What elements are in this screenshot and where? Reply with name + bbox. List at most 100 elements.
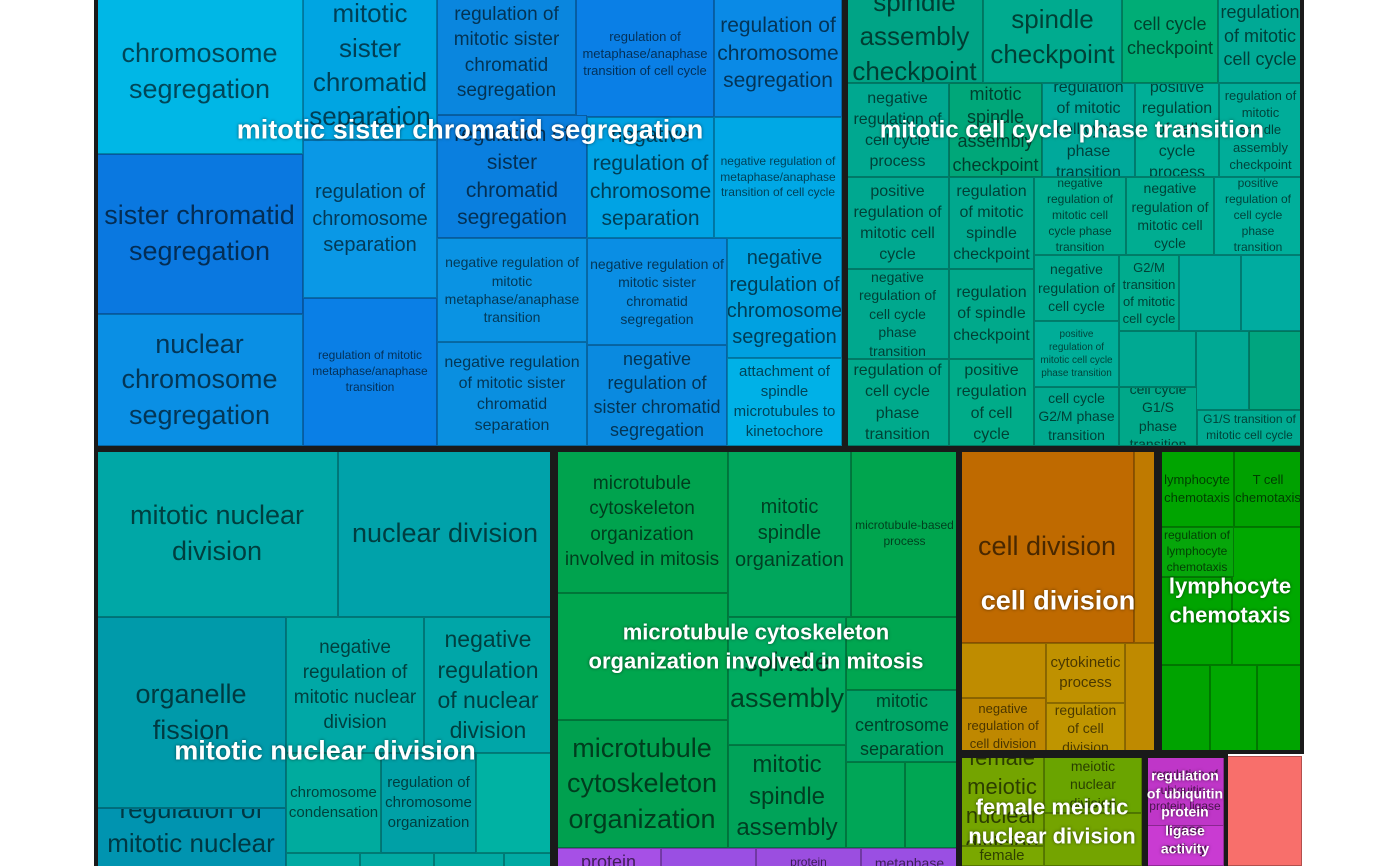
tile-label: negative regulation of metaphase/anaphas… xyxy=(720,153,836,200)
treemap-tile: positive regulation of mitotic cell cycl… xyxy=(846,177,949,269)
treemap-tile: regulation of metaphase/anaphase transit… xyxy=(576,0,714,117)
treemap-filler-tile xyxy=(1196,331,1249,410)
treemap-tile: regulation of mitotic cell cycle xyxy=(1218,0,1302,83)
tile-label: lymphocyte chemotaxis xyxy=(1164,472,1230,505)
tile-label: cell cycle G1/S phase transition xyxy=(1129,387,1187,446)
tile-label: chromosome condensation xyxy=(288,784,379,821)
treemap-filler-tile xyxy=(504,853,552,866)
treemap-filler-tile xyxy=(905,762,958,848)
tile-label: negative regulation of nuclear division xyxy=(437,626,539,744)
treemap-tile: microtubule cytoskeleton organization xyxy=(556,720,728,848)
tile-label: regulation of spindle checkpoint xyxy=(953,284,1030,344)
tile-label: regulation of mitotic cell cycle phase t… xyxy=(1053,83,1124,177)
tile-label: regulation of chromosome organization xyxy=(385,774,472,831)
tile-label: G2/M transition of mitotic cell cycle xyxy=(1122,259,1176,327)
tile-label: negative regulation of sister chromatid … xyxy=(593,349,721,441)
treemap-tile: negative regulation of mitotic nuclear d… xyxy=(286,617,424,753)
tile-label: regulation of mitotic sister chromatid s… xyxy=(453,4,560,101)
tile-label: positive regulation of cell cycle phase … xyxy=(1224,177,1292,254)
tile-label: regulation of ubiquitin-protein ligase xyxy=(1149,767,1221,813)
treemap-tile: mitotic sister chromatid separation xyxy=(303,0,437,140)
treemap-tile: mitotic centrosome separation xyxy=(846,690,958,762)
treemap-tile: regulation of ubiquitin-protein ligase xyxy=(1146,756,1224,826)
tile-label: positive regulation of cell cycle proces… xyxy=(1141,83,1213,177)
treemap-tile: negative regulation of mitotic cell cycl… xyxy=(1126,177,1214,255)
treemap-tile: regulation of mitotic cell cycle phase t… xyxy=(1042,83,1135,177)
treemap-filler-tile xyxy=(1160,665,1210,753)
treemap-tile: spindle assembly xyxy=(728,617,846,745)
treemap-tile: spindle checkpoint xyxy=(983,0,1122,83)
treemap-filler-tile xyxy=(1160,577,1232,665)
treemap-tile: microtubule cytoskeleton organization in… xyxy=(556,450,728,593)
treemap-tile: chromosome segregation xyxy=(96,0,303,154)
tile-label: cell cycle checkpoint xyxy=(1126,13,1214,58)
treemap-filler-tile xyxy=(846,762,905,848)
tile-label: T cell chemotaxis xyxy=(1235,472,1301,505)
treemap-tile: negative regulation of chromosome segreg… xyxy=(727,238,842,358)
treemap-tile: mitotic spindle assembly checkpoint xyxy=(949,83,1042,177)
tile-label: microtubule cytoskeleton organization xyxy=(566,732,718,834)
treemap-tile: nuclear chromosome segregation xyxy=(96,314,303,446)
treemap-filler-tile xyxy=(661,848,756,866)
tile-label: microtubule-based process xyxy=(855,517,954,548)
tile-label: microtubule cytoskeleton organization in… xyxy=(564,473,720,570)
tile-label: mitotic spindle assembly checkpoint xyxy=(952,83,1039,175)
treemap-tile: meiotic nuclear division xyxy=(1044,756,1142,813)
treemap-tile: regulation of lymphocyte chemotaxis xyxy=(1160,527,1234,577)
tile-label: sister chromatid segregation xyxy=(104,200,295,266)
tile-label: regulation of mitotic spindle assembly c… xyxy=(1224,88,1297,172)
tile-label: regulation of mitotic cell cycle xyxy=(1220,1,1300,70)
treemap-tile: regulation of cell cycle phase transitio… xyxy=(846,359,949,446)
treemap-filler-tile xyxy=(846,617,958,690)
treemap-tile: positive regulation of cell cycle proces… xyxy=(1135,83,1219,177)
tile-label: positive regulation of mitotic cell cycl… xyxy=(1040,328,1113,380)
treemap-filler-tile xyxy=(1232,527,1302,665)
tile-label: mitotic spindle organization xyxy=(735,495,844,571)
treemap-tile: female xyxy=(960,846,1044,866)
tile-label: negative regulation of chromosome separa… xyxy=(589,124,712,231)
treemap-tile: regulation of chromosome segregation xyxy=(714,0,842,117)
treemap-tile: negative regulation of cell cycle xyxy=(1034,255,1119,321)
tile-label: positive regulation of mitotic cell cycl… xyxy=(853,182,942,264)
tile-label: regulation of mitotic nuclear division xyxy=(107,808,275,866)
treemap-filler-tile xyxy=(1227,756,1302,866)
tile-label: spindle checkpoint xyxy=(990,4,1115,69)
tile-label: negative regulation of chromosome segreg… xyxy=(727,247,842,349)
treemap-tile: regulation of spindle checkpoint xyxy=(949,269,1034,359)
treemap-tile: regulation of chromosome organization xyxy=(381,753,476,853)
treemap-tile: negative regulation of sister chromatid … xyxy=(587,345,727,446)
tile-label: nuclear chromosome segregation xyxy=(121,328,278,430)
tile-label: regulation of metaphase/anaphase transit… xyxy=(582,28,708,79)
treemap-filler-tile xyxy=(476,753,552,853)
tile-label: mitotic sister chromatid separation xyxy=(309,0,431,132)
treemap-tile: negative regulation of chromosome separa… xyxy=(587,117,714,238)
tile-label: negative regulation of mitotic cell cycl… xyxy=(1131,180,1209,252)
tile-label: negative regulation of mitotic cell cycl… xyxy=(1046,177,1114,254)
tile-label: organelle fission xyxy=(135,678,247,745)
treemap-tile: G2/M transition of mitotic cell cycle xyxy=(1119,255,1179,331)
treemap-filler-tile xyxy=(556,593,728,720)
treemap-tile: regulation of chromosome separation xyxy=(303,140,437,298)
treemap-tile: cytokinetic process xyxy=(1046,643,1125,703)
treemap-tile: protein xyxy=(756,848,861,866)
tile-label: meiotic nuclear division xyxy=(1069,757,1117,811)
tile-label: metaphase xyxy=(874,854,945,866)
treemap-tile: nuclear division xyxy=(338,450,552,617)
treemap-tile: negative regulation of nuclear division xyxy=(424,617,552,753)
tile-label: regulation of cell division xyxy=(1054,703,1117,754)
treemap-tile: chromosome condensation xyxy=(286,753,381,853)
treemap-filler-tile xyxy=(1044,813,1142,866)
tile-label: positive regulation of cell cycle xyxy=(956,362,1027,443)
tile-label: protein xyxy=(790,855,827,866)
treemap-tile: regulation of mitotic sister chromatid s… xyxy=(437,0,576,115)
treemap-tile: G1/S transition of mitotic cell cycle xyxy=(1197,410,1302,446)
tile-label: regulation of chromosome segregation xyxy=(717,13,839,93)
treemap-tile: regulation of mitotic spindle checkpoint xyxy=(949,177,1034,269)
treemap-tile: organelle fission xyxy=(96,617,286,808)
tile-label: mitotic centrosome separation xyxy=(854,691,950,759)
tile-label: female xyxy=(979,847,1025,865)
tile-label: negative regulation of mitotic metaphase… xyxy=(444,254,580,326)
treemap-filler-tile xyxy=(286,853,360,866)
treemap-tile: negative regulation of cell cycle proces… xyxy=(846,83,949,177)
